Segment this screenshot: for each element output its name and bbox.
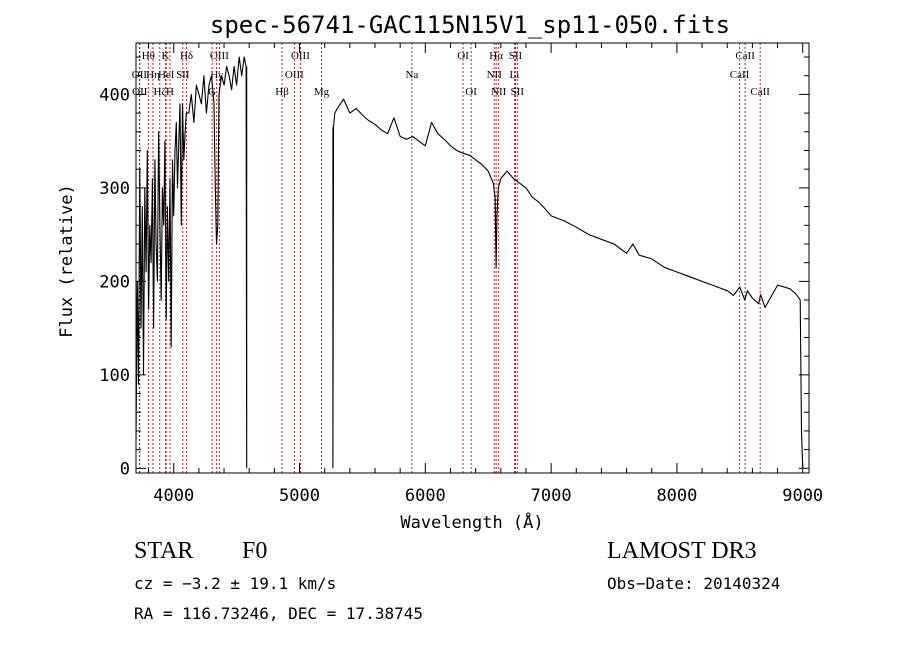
spectral-line-label: OIII (291, 50, 310, 62)
spectral-line-label: Li (509, 69, 519, 81)
x-tick-label: 5000 (279, 486, 320, 506)
y-tick-label: 200 (99, 272, 130, 292)
spectral-line-label: CaII (735, 50, 755, 62)
redshift-text: cz = −3.2 ± 19.1 km/s (134, 574, 337, 593)
spectral-line-markers: HθOIIHηOIIHζKHeIHHδSIIOIIIHγGHβOIIIOIIIM… (132, 43, 770, 473)
spectral-line-label: NII (487, 69, 503, 81)
x-axis-label: Wavelength (Å) (400, 511, 543, 533)
survey-name: LAMOST DR3 (607, 538, 757, 564)
coordinates-text: RA = 116.73246, DEC = 17.38745 (134, 604, 423, 623)
plot-frame (135, 42, 810, 474)
x-tick-label: 7000 (531, 486, 572, 506)
spectral-line-label: SII (509, 50, 523, 62)
spectral-line-label: Hγ (210, 69, 223, 81)
spectral-line-label: OI (457, 50, 469, 62)
x-tick-label: 4000 (153, 486, 194, 506)
y-tick-label: 300 (99, 179, 130, 199)
spectrum-line-0 (135, 56, 804, 469)
y-tick-label: 400 (99, 85, 130, 105)
spectral-line-label: CaII (750, 86, 770, 98)
series-layer (135, 56, 804, 469)
spectral-line-label: Hη (146, 69, 160, 81)
axes-layer: 4000 5000 6000 7000 8000 9000 0 100 200 300 400 (99, 42, 823, 506)
spectral-line-label: K (161, 50, 169, 62)
spectral-line-label: Hα (489, 50, 503, 62)
spectral-line-label: Na (405, 69, 418, 81)
x-tick-label: 8000 (656, 486, 697, 506)
spectral-line-label: HeI (158, 69, 175, 81)
spectral-line-label: NII (491, 86, 507, 98)
spectral-line-label: Hβ (275, 86, 289, 98)
object-class: STAR (134, 538, 194, 564)
y-axis-label: Flux (relative) (57, 184, 77, 338)
spectral-line-label: OIII (285, 69, 304, 81)
spectral-line-label: OII (132, 86, 148, 98)
spectral-line-label: SII (176, 69, 190, 81)
x-tick-label: 6000 (405, 486, 446, 506)
x-tick-label: 9000 (782, 486, 823, 506)
y-tick-label: 100 (99, 366, 130, 386)
object-subclass: F0 (242, 538, 268, 564)
spectral-line-label: CaII (730, 69, 750, 81)
spectral-line-label: Hζ (154, 86, 167, 98)
spectral-line-label: Mg (314, 86, 330, 98)
observation-date: Obs−Date: 20140324 (607, 574, 781, 593)
spectral-line-label: SII (511, 86, 525, 98)
spectral-line-label: OI (465, 86, 477, 98)
y-tick-label: 0 (120, 459, 130, 479)
spectral-line-label: Hδ (180, 50, 193, 62)
spectral-line-label: H (166, 86, 174, 98)
spectral-line-label: Hθ (142, 50, 155, 62)
spectral-line-label: OIII (210, 50, 229, 62)
chart-title: spec-56741-GAC115N15V1_sp11-050.fits (210, 11, 730, 39)
spectral-line-label: G (208, 86, 216, 98)
